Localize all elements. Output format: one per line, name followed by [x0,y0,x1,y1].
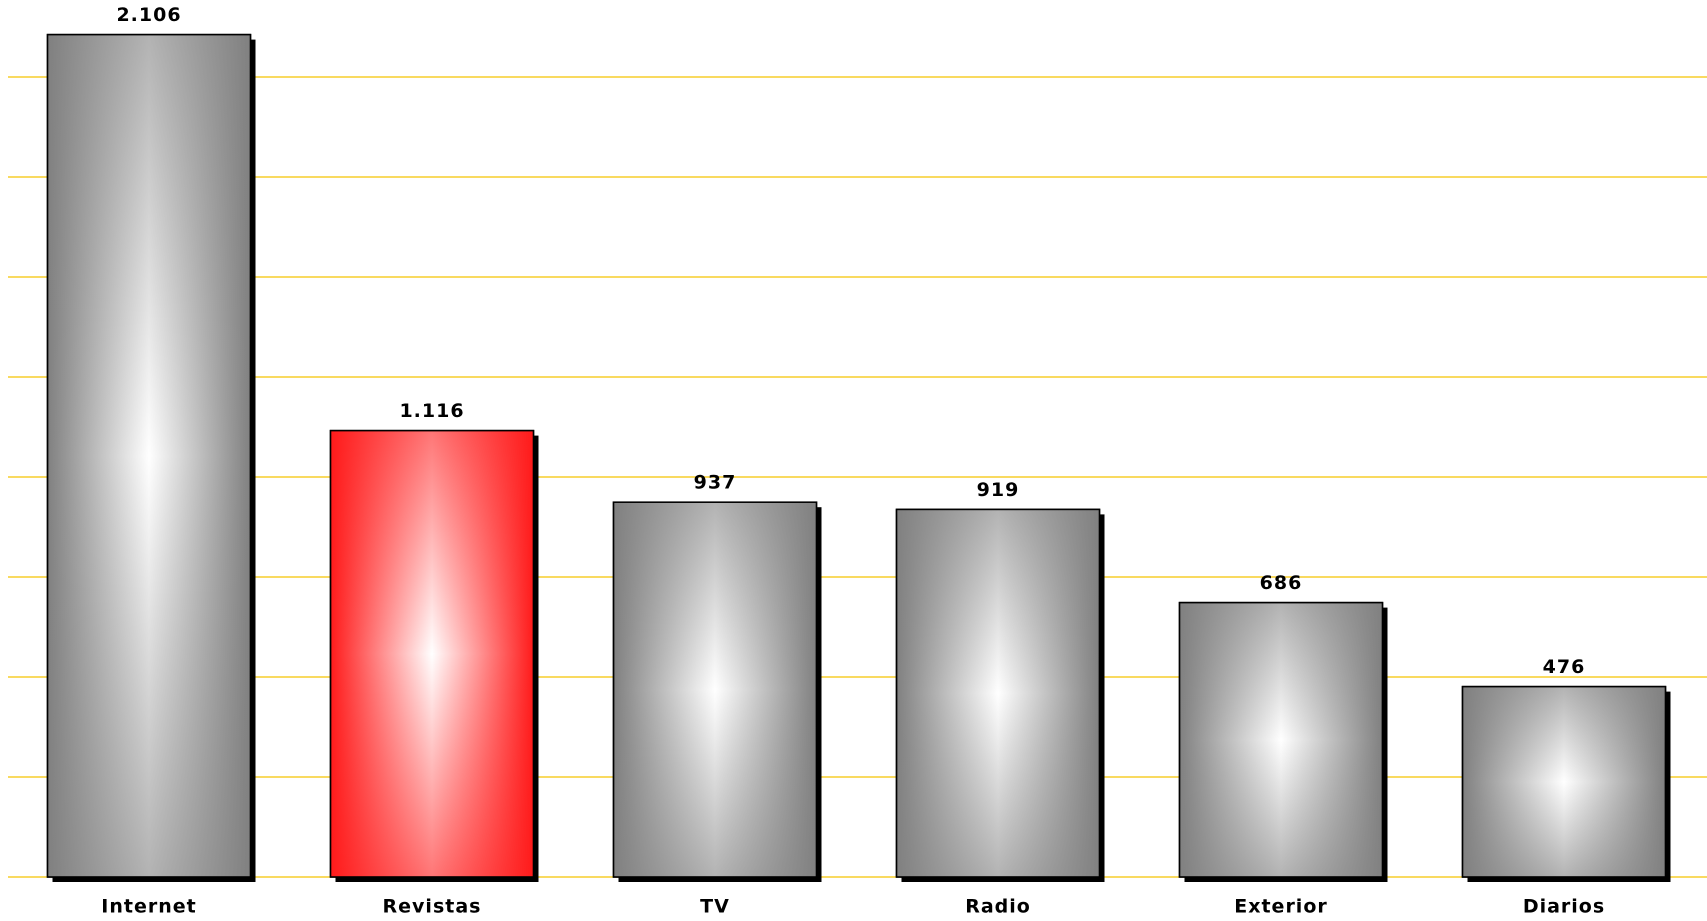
bar-shade [895,508,1101,878]
bar-shade [46,33,252,878]
value-label: 937 [694,472,737,494]
bar-shade [1461,685,1667,878]
x-tick-label: Diarios [1523,896,1605,918]
x-tick-label: Internet [101,896,196,918]
x-tick-label: Exterior [1234,896,1328,918]
value-label: 1.116 [399,400,464,422]
value-label: 919 [977,479,1020,501]
value-label: 2.106 [116,4,181,26]
bar-shade [612,501,818,878]
bar-shade [1178,601,1384,878]
x-tick-label: Radio [965,896,1031,918]
x-tick-label: TV [700,896,730,918]
value-label: 686 [1260,572,1303,594]
value-label: 476 [1543,656,1586,678]
bar-shade [329,429,535,878]
x-tick-label: Revistas [383,896,482,918]
